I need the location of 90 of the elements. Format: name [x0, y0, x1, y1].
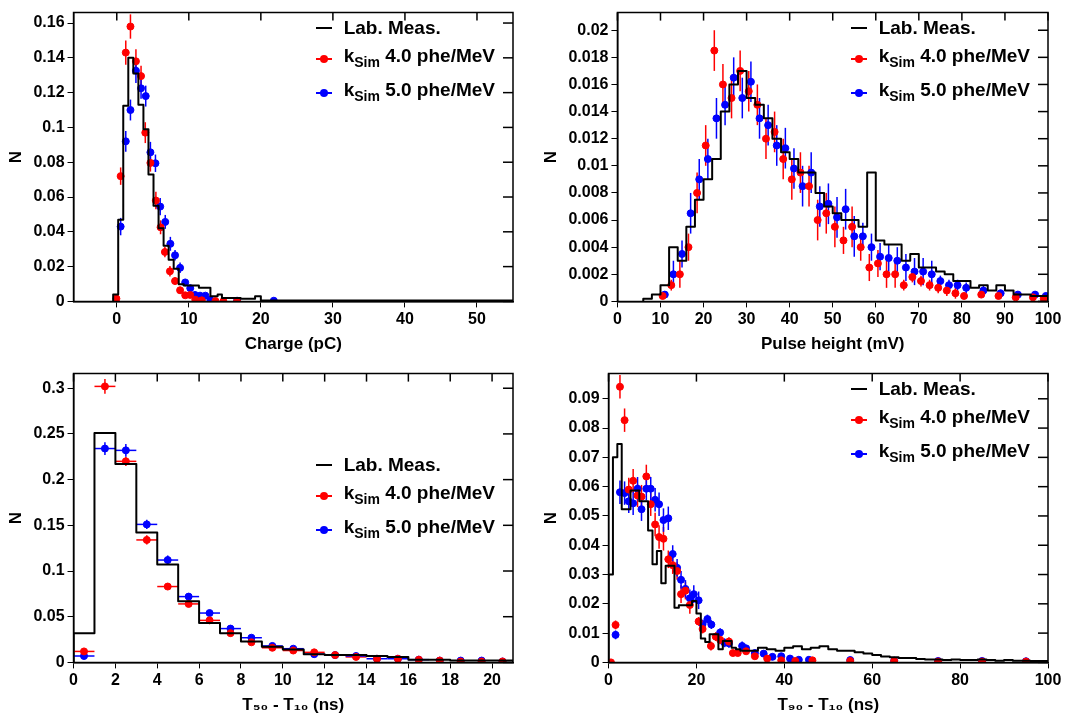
y-tick-label: 0.25: [33, 424, 65, 442]
x-axis-title: T₉₀ - T₁₀ (ns): [777, 695, 880, 715]
y-tick-label: 0.02: [33, 257, 65, 275]
x-tick-label: 50: [823, 310, 842, 328]
y-tick-label: 0.08: [33, 152, 65, 170]
x-tick-label: 80: [951, 671, 970, 689]
x-tick-label: 14: [357, 671, 376, 689]
y-tick-label: 0.01: [568, 623, 600, 641]
y-tick-label: 0.002: [568, 264, 609, 282]
y-tick-label: 0.06: [568, 477, 600, 495]
y-tick-label: 0.1: [42, 561, 65, 579]
x-tick-label: 60: [863, 671, 882, 689]
x-tick-label: 12: [315, 671, 334, 689]
x-tick-label: 20: [687, 671, 706, 689]
x-tick-label: 40: [780, 310, 799, 328]
y-tick-label: 0.05: [568, 506, 600, 524]
y-tick-label: 0.012: [568, 129, 609, 147]
x-tick-label: 6: [194, 671, 204, 689]
x-axis-title: Pulse height (mV): [760, 334, 905, 354]
x-tick-label: 50: [468, 310, 486, 328]
x-tick-label: 20: [251, 310, 270, 328]
y-tick-label: 0.01: [577, 156, 609, 174]
x-tick-label: 20: [694, 310, 713, 328]
y-tick-label: 0.018: [568, 47, 609, 65]
y-tick-label: 0.04: [568, 535, 600, 553]
y-tick-label: 0.008: [568, 183, 609, 201]
legend-label: Lab. Meas.: [878, 16, 976, 40]
legend-label: Lab. Meas.: [343, 453, 441, 477]
x-tick-label: 60: [866, 310, 885, 328]
x-tick-label: 0: [112, 310, 122, 328]
y-tick-label: 0.016: [568, 74, 609, 92]
x-tick-label: 20: [483, 671, 502, 689]
y-tick-label: 0.12: [33, 83, 65, 101]
legend-label: k$_{Sim}$ 4.0 phe/MeV: [878, 405, 1030, 433]
x-tick-label: 16: [399, 671, 418, 689]
legend-label: k$_{Sim}$ 5.0 phe/MeV: [878, 438, 1030, 467]
legend-label: Lab. Meas.: [878, 377, 976, 401]
y-tick-label: 0.07: [568, 447, 600, 465]
y-tick-label: 0.14: [33, 48, 65, 66]
x-tick-label: 30: [737, 310, 756, 328]
legend-label: k$_{Sim}$ 4.0 phe/MeV: [343, 44, 495, 72]
x-tick-label: 10: [273, 671, 292, 689]
y-tick-label: 0.04: [33, 222, 65, 240]
y-tick-label: 0.02: [577, 20, 609, 38]
y-tick-label: 0.15: [33, 515, 65, 533]
y-tick-label: 0.014: [568, 101, 609, 119]
y-tick-label: 0.06: [33, 187, 65, 205]
legend-label: k$_{Sim}$ 5.0 phe/MeV: [343, 77, 495, 106]
x-tick-label: 70: [909, 310, 928, 328]
x-tick-label: 4: [152, 671, 162, 689]
x-tick-label: 2: [110, 671, 120, 689]
y-tick-label: 0.02: [568, 594, 600, 612]
y-tick-label: 0: [55, 652, 65, 670]
y-tick-label: 0.004: [568, 237, 609, 255]
y-axis-title: N: [540, 511, 560, 525]
legend-label: Lab. Meas.: [343, 16, 441, 40]
x-axis-title: T₅₀ - T₁₀ (ns): [242, 695, 345, 715]
y-axis-title: N: [540, 150, 560, 164]
x-tick-label: 40: [396, 310, 414, 328]
y-tick-label: 0: [599, 291, 609, 309]
y-tick-label: 0.05: [33, 607, 65, 625]
legend-label: k$_{Sim}$ 5.0 phe/MeV: [343, 514, 495, 543]
x-tick-label: 30: [324, 310, 342, 328]
x-tick-label: 18: [441, 671, 460, 689]
legend-label: k$_{Sim}$ 5.0 phe/MeV: [878, 77, 1030, 106]
y-tick-label: 0.08: [568, 418, 600, 436]
x-tick-label: 100: [1034, 671, 1062, 689]
y-tick-label: 0: [55, 291, 65, 309]
x-axis-title: Charge (pC): [244, 334, 342, 354]
y-axis-title: N: [5, 150, 25, 164]
x-tick-label: 90: [996, 310, 1014, 328]
y-tick-label: 0.16: [33, 13, 65, 31]
y-tick-label: 0.1: [42, 117, 65, 135]
x-tick-label: 8: [236, 671, 246, 689]
x-tick-label: 80: [952, 310, 971, 328]
legend-label: k$_{Sim}$ 4.0 phe/MeV: [878, 44, 1030, 72]
x-tick-label: 0: [69, 671, 79, 689]
x-tick-label: 40: [775, 671, 794, 689]
x-tick-label: 100: [1034, 310, 1062, 328]
y-tick-label: 0.2: [42, 470, 65, 488]
legend-label: k$_{Sim}$ 4.0 phe/MeV: [343, 481, 495, 509]
x-tick-label: 10: [179, 310, 198, 328]
y-tick-label: 0: [590, 652, 600, 670]
x-tick-label: 10: [651, 310, 670, 328]
y-tick-label: 0.09: [568, 389, 600, 407]
y-tick-label: 0.006: [568, 210, 609, 228]
y-axis-title: N: [5, 511, 25, 525]
y-tick-label: 0.3: [42, 378, 65, 396]
y-tick-label: 0.03: [568, 564, 600, 582]
x-tick-label: 0: [612, 310, 622, 328]
